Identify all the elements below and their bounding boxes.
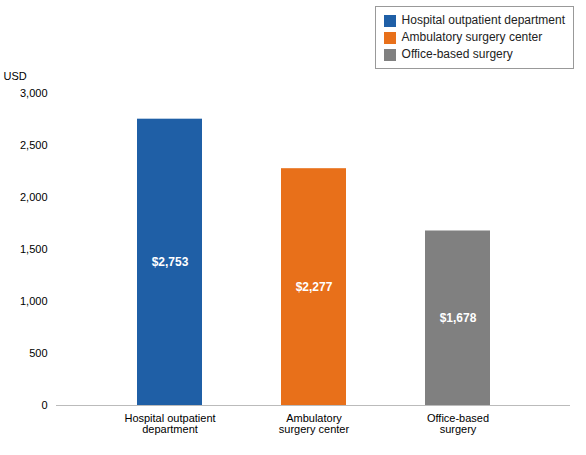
svg-text:1,000: 1,000	[20, 295, 48, 307]
html-text:Ambulatory surgery center: Ambulatory surgery center	[401, 30, 543, 44]
svg-text:Office-basedsurgery: Office-basedsurgery	[427, 412, 489, 435]
svg-text:500: 500	[29, 347, 47, 359]
svg-text:0: 0	[41, 399, 47, 411]
html-text:Hospital outpatient department: Hospital outpatient department	[401, 13, 565, 27]
svg-text:USD: USD	[4, 70, 27, 82]
svg-text:Hospital outpatientdepartment: Hospital outpatientdepartment	[124, 412, 215, 435]
svg-text:2,000: 2,000	[20, 191, 48, 203]
svg-text:1,500: 1,500	[20, 243, 48, 255]
svg-text:Ambulatorysurgery center: Ambulatorysurgery center	[279, 412, 350, 435]
svg-text:$1,678: $1,678	[440, 311, 477, 325]
svg-text:$2,753: $2,753	[152, 255, 189, 269]
html-text:Office-based surgery: Office-based surgery	[401, 47, 513, 61]
svg-text:3,000: 3,000	[20, 87, 48, 99]
svg-text:2,500: 2,500	[20, 139, 48, 151]
svg-text:$2,277: $2,277	[296, 280, 333, 294]
